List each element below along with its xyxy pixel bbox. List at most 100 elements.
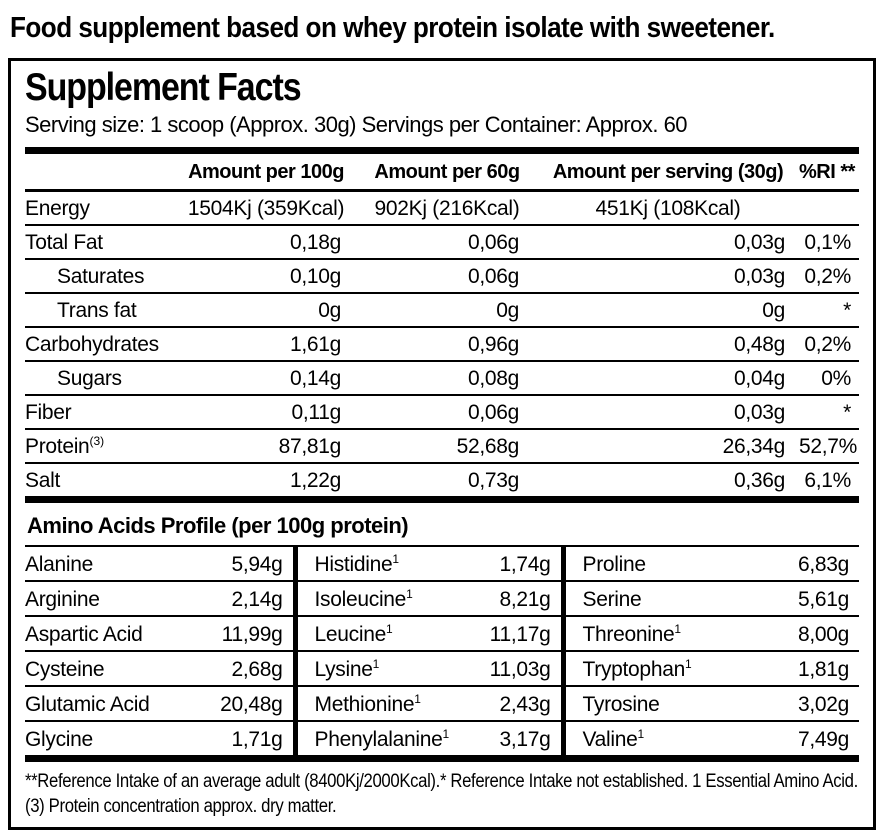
amino-value: 1,71g xyxy=(231,727,283,751)
nutrient-label: Fiber xyxy=(25,394,175,430)
amino-superscript: 1 xyxy=(674,621,682,636)
value-per-serving: 0,03g xyxy=(537,258,799,294)
value-per-60g: 0,06g xyxy=(357,394,537,430)
amino-value: 11,17g xyxy=(463,615,563,652)
nutrient-label: Trans fat xyxy=(25,292,175,328)
value-per-60g: 52,68g xyxy=(357,428,537,464)
column-header-per-serving: Amount per serving (30g) xyxy=(537,153,799,192)
value-per-serving: 0,48g xyxy=(537,326,799,362)
thick-divider-bar xyxy=(25,754,859,762)
value-per-100g: 0g xyxy=(175,292,357,328)
table-row: Cysteine 2,68g Lysine1 11,03g Tryptophan… xyxy=(25,650,859,687)
thick-divider-bar xyxy=(25,495,859,503)
amino-name: Leucine1 xyxy=(292,615,463,652)
amino-value: 11,99g xyxy=(183,615,295,652)
value-ri: 0,2% xyxy=(799,258,859,294)
amino-value: 7,49g xyxy=(797,727,849,751)
amino-superscript: 1 xyxy=(385,621,393,636)
nutrient-label: Sugars xyxy=(25,360,175,396)
value-per-100g: 1504Kj (359Kcal) xyxy=(175,190,357,226)
table-row: Alanine 5,94g Histidine1 1,74g Proline 6… xyxy=(25,546,859,582)
value-ri xyxy=(799,190,859,226)
amino-name: Phenylalanine1 xyxy=(292,720,463,755)
amino-name: Lysine1 xyxy=(292,650,463,687)
value-ri: * xyxy=(799,394,859,430)
amino-name: Alanine xyxy=(25,546,183,582)
amino-name: Valine1 xyxy=(560,720,738,755)
table-row: Protein(3) 87,81g 52,68g 26,34g 52,7% xyxy=(25,428,859,464)
value-per-serving: 451Kj (108Kcal) xyxy=(537,190,799,226)
amino-name: Serine xyxy=(560,580,738,617)
amino-value: 8,21g xyxy=(463,580,563,617)
value-ri: 0,2% xyxy=(799,326,859,362)
amino-value: 3,02g xyxy=(738,685,859,722)
amino-value: 11,03g xyxy=(463,650,563,687)
value-per-60g: 0,06g xyxy=(357,258,537,294)
amino-name: Tyrosine xyxy=(560,685,738,722)
amino-name: Methionine1 xyxy=(292,685,463,722)
value-per-100g: 1,22g xyxy=(289,468,341,492)
footnote-reference-intake: **Reference Intake of an average adult (… xyxy=(25,770,858,792)
nutrition-header-row: Amount per 100g Amount per 60g Amount pe… xyxy=(25,153,859,192)
table-row: Glutamic Acid 20,48g Methionine1 2,43g T… xyxy=(25,685,859,722)
amino-superscript: 1 xyxy=(372,656,380,671)
value-per-100g: 0,18g xyxy=(175,224,357,260)
amino-name: Proline xyxy=(560,546,738,582)
amino-name: Glycine xyxy=(25,727,93,751)
amino-value: 2,43g xyxy=(463,685,563,722)
value-per-serving: 0g xyxy=(537,292,799,328)
value-per-serving: 0,03g xyxy=(537,224,799,260)
amino-value: 8,00g xyxy=(738,615,859,652)
value-per-60g: 0g xyxy=(357,292,537,328)
nutrition-table: Amount per 100g Amount per 60g Amount pe… xyxy=(25,153,859,496)
amino-name: Histidine1 xyxy=(292,546,463,582)
value-per-100g: 0,14g xyxy=(175,360,357,396)
amino-name: Isoleucine1 xyxy=(292,580,463,617)
amino-acids-table: Alanine 5,94g Histidine1 1,74g Proline 6… xyxy=(25,546,859,755)
value-per-100g: 0,10g xyxy=(175,258,357,294)
table-row: Fiber 0,11g 0,06g 0,03g * xyxy=(25,394,859,430)
column-header-per-60g: Amount per 60g xyxy=(357,153,537,192)
footnote-protein-concentration: (3) Protein concentration approx. dry ma… xyxy=(25,795,337,817)
amino-name: Aspartic Acid xyxy=(25,615,183,652)
table-row: Total Fat 0,18g 0,06g 0,03g 0,1% xyxy=(25,224,859,260)
table-row: Saturates 0,10g 0,06g 0,03g 0,2% xyxy=(25,258,859,294)
label-superscript: (3) xyxy=(89,433,105,448)
amino-value: 1,81g xyxy=(738,650,859,687)
table-row: Energy 1504Kj (359Kcal) 902Kj (216Kcal) … xyxy=(25,190,859,226)
amino-value: 5,94g xyxy=(183,546,295,582)
table-row: Aspartic Acid 11,99g Leucine1 11,17g Thr… xyxy=(25,615,859,652)
nutrient-label: Carbohydrates xyxy=(25,326,175,362)
value-per-60g: 902Kj (216Kcal) xyxy=(357,190,537,226)
column-header-blank xyxy=(25,153,175,192)
amino-superscript: 1 xyxy=(442,726,450,741)
table-row: Glycine 1,71g Phenylalanine1 3,17g Valin… xyxy=(25,720,859,755)
column-header-ri: %RI ** xyxy=(799,153,859,192)
amino-value: 3,17g xyxy=(499,727,551,751)
amino-name: Glutamic Acid xyxy=(25,685,183,722)
nutrient-label: Saturates xyxy=(25,258,175,294)
table-row: Sugars 0,14g 0,08g 0,04g 0% xyxy=(25,360,859,396)
amino-value: 1,74g xyxy=(463,546,563,582)
value-per-serving: 0,04g xyxy=(537,360,799,396)
value-per-serving: 26,34g xyxy=(537,428,799,464)
amino-superscript: 1 xyxy=(392,551,400,566)
value-per-100g: 1,61g xyxy=(175,326,357,362)
amino-value: 6,83g xyxy=(738,546,859,582)
table-row: Arginine 2,14g Isoleucine1 8,21g Serine … xyxy=(25,580,859,617)
value-ri: 0,1% xyxy=(799,224,859,260)
thick-divider-bar xyxy=(25,146,859,154)
table-row: Salt 1,22g 0,73g 0,36g 6,1% xyxy=(25,463,859,496)
nutrient-label: Protein(3) xyxy=(25,428,175,464)
column-header-per-100g: Amount per 100g xyxy=(175,153,357,192)
panel-title: Supplement Facts xyxy=(25,66,302,109)
table-row: Trans fat 0g 0g 0g * xyxy=(25,292,859,328)
value-per-100g: 87,81g xyxy=(175,428,357,464)
amino-superscript: 1 xyxy=(637,726,645,741)
value-ri: 52,7% xyxy=(799,428,859,464)
amino-acids-heading: Amino Acids Profile (per 100g protein) xyxy=(25,503,859,547)
amino-value: 20,48g xyxy=(183,685,295,722)
serving-info: Serving size: 1 scoop (Approx. 30g) Serv… xyxy=(25,111,688,137)
nutrient-label: Energy xyxy=(25,190,175,226)
amino-name: Tryptophan1 xyxy=(560,650,738,687)
